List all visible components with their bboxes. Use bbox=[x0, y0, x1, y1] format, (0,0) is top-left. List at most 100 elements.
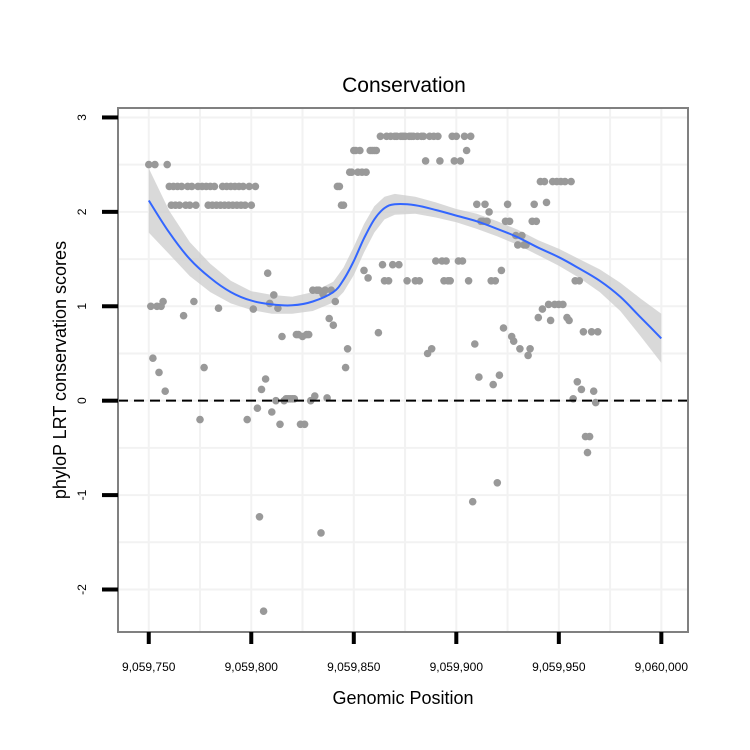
data-point bbox=[360, 266, 368, 275]
data-point bbox=[249, 305, 258, 313]
data-point bbox=[462, 146, 471, 155]
data-point bbox=[200, 363, 208, 372]
data-point bbox=[526, 345, 534, 353]
y-tick-label: 2 bbox=[75, 208, 89, 215]
data-point bbox=[384, 277, 393, 285]
x-tick-label: 9,060,000 bbox=[635, 660, 689, 674]
data-point bbox=[489, 380, 498, 389]
data-point bbox=[579, 328, 588, 336]
data-point bbox=[347, 168, 356, 176]
data-point bbox=[530, 200, 538, 209]
data-point bbox=[159, 297, 167, 306]
data-point bbox=[374, 328, 383, 337]
y-tick-label: 3 bbox=[75, 114, 89, 121]
data-point bbox=[446, 277, 455, 285]
x-tick-label: 9,059,800 bbox=[225, 660, 279, 674]
data-point bbox=[163, 160, 171, 169]
data-point bbox=[272, 396, 280, 405]
data-point bbox=[331, 297, 340, 306]
data-point bbox=[468, 497, 477, 506]
data-point bbox=[304, 330, 313, 339]
data-point bbox=[575, 277, 584, 285]
data-point bbox=[542, 198, 551, 207]
data-point bbox=[532, 217, 541, 226]
data-point bbox=[491, 277, 500, 285]
data-point bbox=[427, 345, 436, 353]
data-point bbox=[419, 132, 428, 141]
data-point bbox=[335, 182, 344, 191]
data-point bbox=[509, 337, 518, 346]
data-point bbox=[343, 345, 352, 353]
data-point bbox=[145, 160, 153, 169]
x-tick-label: 9,059,850 bbox=[327, 660, 381, 674]
data-point bbox=[247, 201, 256, 209]
data-point bbox=[188, 182, 196, 191]
data-point bbox=[376, 132, 385, 141]
data-point bbox=[395, 260, 403, 269]
data-point bbox=[452, 132, 461, 141]
data-point bbox=[485, 208, 493, 216]
data-point bbox=[388, 260, 397, 269]
data-point bbox=[329, 321, 338, 330]
data-point bbox=[378, 260, 387, 269]
data-point bbox=[253, 404, 262, 413]
y-tick-label: -1 bbox=[75, 489, 89, 500]
x-tick-label: 9,059,950 bbox=[532, 660, 586, 674]
smooth-trend-line bbox=[147, 199, 663, 340]
data-point bbox=[450, 157, 459, 165]
data-point bbox=[499, 324, 508, 332]
data-point bbox=[364, 274, 372, 282]
data-point bbox=[179, 311, 188, 320]
data-point bbox=[270, 291, 278, 299]
data-point bbox=[243, 415, 251, 424]
data-point bbox=[311, 392, 319, 400]
data-point bbox=[415, 277, 424, 285]
data-point bbox=[524, 351, 532, 360]
data-point bbox=[196, 415, 204, 424]
data-point bbox=[505, 217, 514, 226]
data-point bbox=[403, 277, 411, 285]
data-point bbox=[583, 448, 592, 457]
confidence-band bbox=[148, 168, 662, 363]
x-tick-label: 9,059,750 bbox=[122, 660, 176, 674]
data-point bbox=[594, 328, 602, 336]
data-point bbox=[458, 257, 467, 265]
data-point bbox=[190, 297, 198, 306]
data-point bbox=[460, 132, 469, 141]
plot-panel-border bbox=[117, 107, 689, 633]
x-axis: 9,059,750 9,059,800 9,059,850 9,059,900 9,05… bbox=[122, 632, 688, 674]
data-point bbox=[251, 182, 260, 191]
data-point bbox=[362, 168, 370, 176]
data-point bbox=[565, 316, 573, 325]
data-point bbox=[186, 201, 194, 209]
data-point bbox=[321, 286, 329, 295]
data-point bbox=[538, 305, 547, 313]
data-point bbox=[155, 368, 163, 377]
data-point bbox=[259, 607, 268, 615]
data-point bbox=[317, 529, 325, 537]
data-point bbox=[175, 201, 184, 209]
data-point bbox=[210, 182, 219, 191]
data-point bbox=[577, 385, 586, 394]
chart-title: Conservation bbox=[342, 74, 466, 97]
data-point bbox=[149, 354, 157, 363]
data-point bbox=[245, 182, 253, 191]
data-point bbox=[442, 257, 450, 265]
data-point bbox=[473, 200, 481, 209]
data-point bbox=[214, 304, 223, 313]
data-point bbox=[161, 387, 169, 396]
data-point bbox=[177, 182, 186, 191]
data-point bbox=[493, 479, 502, 487]
data-point bbox=[456, 157, 465, 165]
data-point bbox=[257, 385, 266, 394]
data-point bbox=[432, 257, 440, 265]
y-axis-title: phyloP LRT conservation scores bbox=[50, 241, 70, 499]
data-point bbox=[573, 378, 582, 386]
data-point bbox=[241, 201, 249, 209]
data-point bbox=[546, 316, 555, 325]
data-point bbox=[464, 277, 473, 285]
y-axis: -2 -1 0 1 2 3 bbox=[75, 114, 118, 595]
data-point bbox=[300, 420, 309, 429]
data-point bbox=[339, 201, 348, 209]
data-point bbox=[567, 177, 575, 186]
